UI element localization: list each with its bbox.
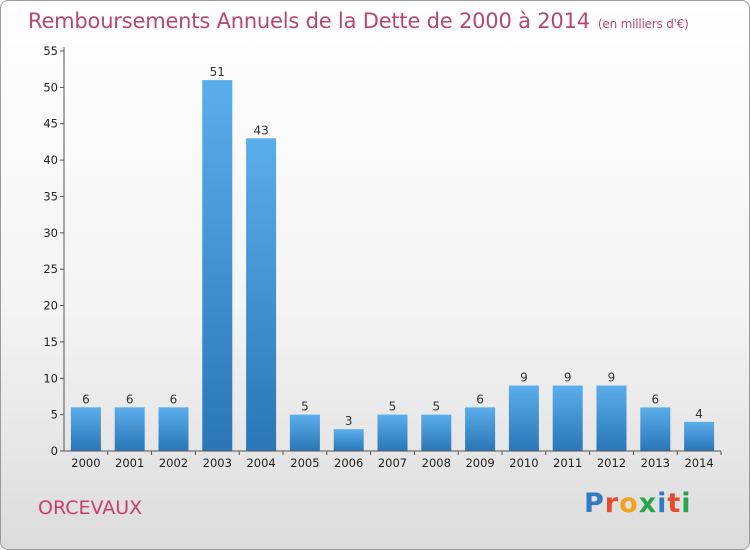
y-tick-label: 35 bbox=[43, 189, 58, 203]
bar bbox=[70, 407, 101, 451]
bar bbox=[377, 414, 408, 451]
bar bbox=[421, 414, 452, 451]
value-label: 5 bbox=[389, 400, 397, 414]
x-tick-label: 2011 bbox=[553, 456, 582, 470]
value-label: 5 bbox=[432, 400, 440, 414]
y-tick-label: 55 bbox=[43, 44, 58, 58]
value-label: 6 bbox=[126, 392, 134, 406]
bar bbox=[289, 414, 320, 451]
chart-subtitle: (en milliers d'€) bbox=[597, 17, 689, 31]
bar bbox=[508, 385, 539, 451]
x-tick-label: 2012 bbox=[597, 456, 626, 470]
bar bbox=[596, 385, 627, 451]
chart-title: Remboursements Annuels de la Dette de 20… bbox=[28, 9, 689, 33]
x-tick-label: 2002 bbox=[159, 456, 188, 470]
y-tick-label: 0 bbox=[51, 444, 58, 458]
y-tick-label: 40 bbox=[43, 153, 58, 167]
bar bbox=[158, 407, 189, 451]
bar bbox=[114, 407, 145, 451]
chart-title-text: Remboursements Annuels de la Dette de 20… bbox=[28, 9, 590, 33]
value-label: 9 bbox=[564, 371, 572, 385]
bar bbox=[640, 407, 671, 451]
value-label: 4 bbox=[695, 407, 703, 421]
x-tick-label: 2010 bbox=[509, 456, 538, 470]
logo-letter: x bbox=[638, 488, 658, 519]
value-label: 9 bbox=[520, 371, 528, 385]
logo-letter: i bbox=[681, 488, 692, 519]
bar bbox=[333, 429, 364, 451]
logo-letter: i bbox=[657, 488, 668, 519]
x-tick-label: 2003 bbox=[203, 456, 232, 470]
x-tick-label: 2014 bbox=[684, 456, 713, 470]
y-tick-label: 5 bbox=[51, 408, 58, 422]
value-label: 6 bbox=[651, 392, 659, 406]
logo-letter: P bbox=[584, 488, 605, 519]
y-tick-label: 25 bbox=[43, 262, 58, 276]
x-tick-label: 2001 bbox=[115, 456, 144, 470]
y-tick-label: 10 bbox=[43, 371, 58, 385]
value-label: 9 bbox=[608, 371, 616, 385]
y-tick-label: 20 bbox=[43, 299, 58, 313]
x-tick-label: 2007 bbox=[378, 456, 407, 470]
y-tick-label: 30 bbox=[43, 226, 58, 240]
proxiti-logo: Proxiti bbox=[584, 488, 692, 519]
bar bbox=[202, 80, 233, 451]
value-label: 51 bbox=[210, 65, 225, 79]
logo-letter: o bbox=[619, 488, 639, 519]
bar bbox=[465, 407, 496, 451]
x-tick-label: 2004 bbox=[246, 456, 275, 470]
value-label: 6 bbox=[82, 392, 90, 406]
y-tick-label: 15 bbox=[43, 335, 58, 349]
x-tick-label: 2000 bbox=[71, 456, 100, 470]
value-label: 43 bbox=[253, 123, 268, 137]
y-tick-label: 50 bbox=[43, 80, 58, 94]
logo-letter: r bbox=[604, 488, 620, 519]
value-label: 5 bbox=[301, 400, 309, 414]
town-name: ORCEVAUX bbox=[38, 497, 143, 519]
bar bbox=[552, 385, 583, 451]
x-tick-label: 2013 bbox=[641, 456, 670, 470]
value-label: 6 bbox=[476, 392, 484, 406]
value-label: 6 bbox=[170, 392, 178, 406]
bar bbox=[684, 421, 715, 451]
value-label: 3 bbox=[345, 414, 353, 428]
x-tick-label: 2008 bbox=[422, 456, 451, 470]
bar bbox=[246, 138, 277, 452]
logo-letter: t bbox=[667, 488, 682, 519]
x-tick-label: 2009 bbox=[465, 456, 494, 470]
y-tick-label: 45 bbox=[43, 117, 58, 131]
x-tick-label: 2005 bbox=[290, 456, 319, 470]
x-tick-label: 2006 bbox=[334, 456, 363, 470]
